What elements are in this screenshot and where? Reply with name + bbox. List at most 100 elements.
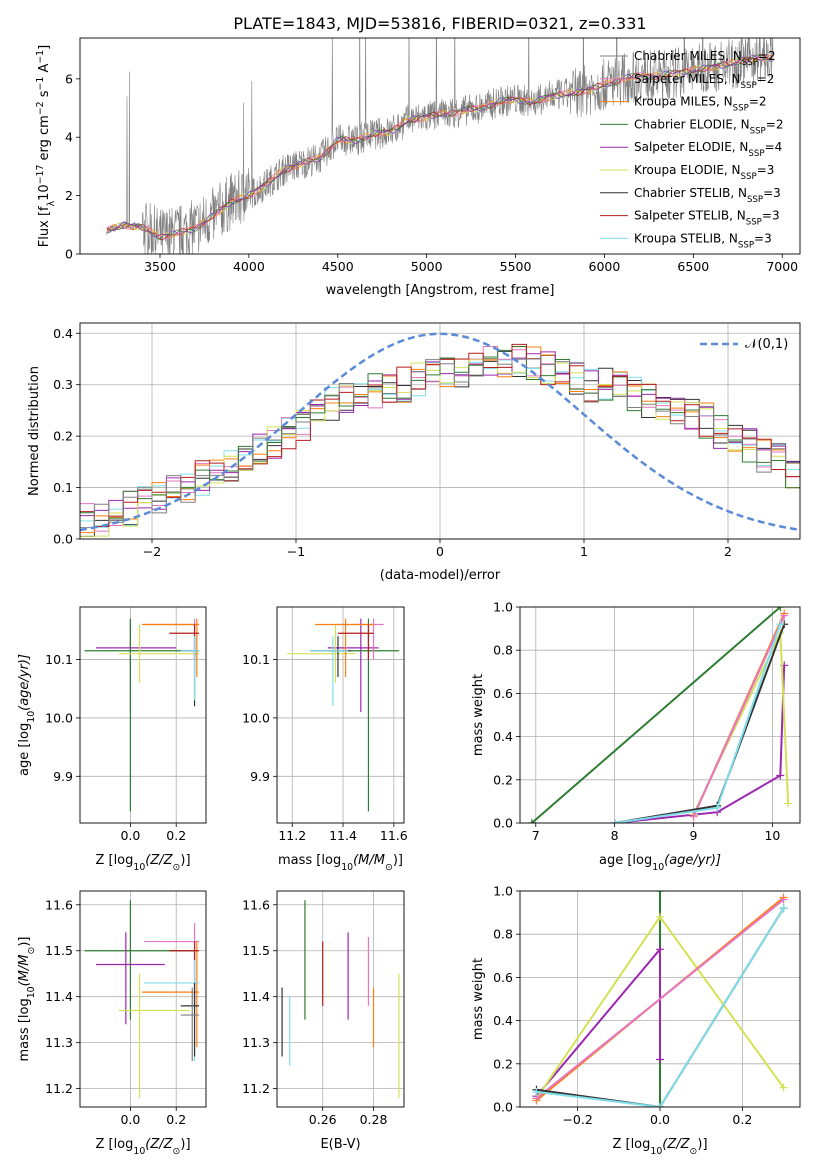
x-tick-label: −2 — [143, 544, 161, 559]
y-axis-label-part: s — [37, 90, 52, 101]
axes-frame — [79, 890, 207, 1108]
x-tick-label: −0.2 — [562, 1112, 592, 1127]
weight-line-kroupa-stelib — [536, 907, 785, 1107]
x-axis-label: E(B-V) — [320, 1137, 360, 1152]
y-axis-label-part: A — [37, 64, 52, 77]
legend-entry-part: Salpeter STELIB, N — [634, 209, 746, 223]
axes-mass-vs-ebv: 0.26 0.28 11.2 11.3 11.4 11.5 11.6 E(B-V) — [242, 890, 405, 1152]
x-tick-label: 5500 — [500, 259, 532, 274]
y-tick-label: 11.3 — [242, 1035, 270, 1050]
legend-entry: Kroupa ELODIE, NSSP=3 — [634, 163, 774, 182]
y-axis-label-part: Flux [f — [37, 206, 52, 247]
y-axis-label-part: mass [log — [17, 998, 32, 1061]
x-tick-label: 11.2 — [278, 828, 306, 843]
plot-area — [84, 900, 200, 1098]
gaussian-curve — [80, 332, 800, 532]
x-tick-label: 6500 — [677, 259, 709, 274]
x-axis-label-part: ⊙ — [173, 862, 181, 873]
histogram-chabrier-miles — [80, 358, 800, 529]
legend-entry-part: Salpeter MILES, N — [634, 72, 741, 86]
x-tick-label: 11.6 — [380, 828, 408, 843]
x-axis-label: Z [log10(Z/Z⊙)] — [612, 1137, 707, 1157]
legend-entry: Chabrier STELIB, NSSP=3 — [634, 186, 781, 205]
y-tick-label: 11.3 — [45, 1035, 73, 1050]
y-tick-label: 0.6 — [493, 686, 513, 701]
x-axis-label-part: (M/M — [353, 853, 385, 868]
y-axis-label-part: −1 — [35, 50, 46, 64]
weight-marker — [527, 819, 536, 823]
x-tick-label: 7 — [532, 828, 540, 843]
x-axis-label-part: 10 — [133, 862, 145, 873]
x-axis-label: Z [log10(Z/Z⊙)] — [95, 853, 190, 873]
y-tick-label: 0.4 — [493, 729, 513, 744]
x-tick-label: 0.2 — [166, 1112, 186, 1127]
y-tick-label: 4 — [65, 130, 73, 145]
y-axis-label: mass weight — [471, 674, 486, 756]
legend-entry-part: =2 — [766, 117, 784, 131]
x-tick-label: 3500 — [144, 259, 176, 274]
legend-entry: Chabrier MILES, NSSP=2 — [634, 49, 776, 68]
axes-frame — [276, 890, 405, 1108]
x-axis-label-part: (Z/Z — [145, 1137, 173, 1152]
legend-entry-part: Chabrier ELODIE, N — [634, 117, 750, 131]
x-tick-label: 2 — [724, 544, 732, 559]
y-axis-label: Flux [fλ10−17 erg cm−2 s−1 A−1] — [35, 45, 57, 247]
legend-entry-part: =3 — [762, 209, 780, 223]
weight-marker — [776, 620, 785, 629]
x-axis-label-part: )] — [180, 853, 190, 868]
y-axis-label: mass [log10(M/M⊙)] — [17, 937, 37, 1062]
weight-line-chabrier-elodie — [531, 607, 781, 823]
legend-entry-part: =2 — [757, 72, 775, 86]
legend-entry-part: =3 — [763, 186, 781, 200]
y-tick-label: 10.1 — [242, 652, 270, 667]
x-axis-label: mass [log10(M/M⊙)] — [278, 853, 403, 873]
legend-entry: Kroupa STELIB, NSSP=3 — [634, 231, 772, 250]
y-tick-label: 0.4 — [53, 326, 73, 341]
y-tick-label: 11.5 — [45, 943, 73, 958]
y-tick-label: 10.0 — [45, 710, 73, 725]
y-tick-label: 0.1 — [53, 480, 73, 495]
y-tick-label: 1.0 — [493, 884, 513, 899]
y-tick-label: 11.2 — [242, 1081, 270, 1096]
legend-entry-part: Kroupa MILES, N — [634, 95, 733, 109]
legend-entry: Kroupa MILES, NSSP=2 — [634, 95, 767, 114]
legend-entry-part: SSP — [741, 172, 757, 182]
axes-frame — [519, 890, 801, 1108]
x-tick-label: 10 — [764, 828, 780, 843]
y-axis-label-part: erg cm — [37, 115, 52, 164]
x-axis-label-part: 10 — [341, 862, 353, 873]
plot-area — [84, 618, 200, 812]
y-axis-label-part: (M/M — [17, 955, 32, 987]
x-axis-label-part: 10 — [133, 1146, 145, 1157]
x-tick-label: 5000 — [411, 259, 443, 274]
y-tick-label: 11.4 — [242, 989, 270, 1004]
weight-marker — [776, 771, 785, 780]
y-tick-label: 0.0 — [493, 1100, 513, 1115]
legend-entry: Salpeter ELODIE, NSSP=4 — [634, 140, 782, 159]
y-tick-label: 9.9 — [250, 769, 270, 784]
model-line-salpeter-miles — [106, 54, 773, 240]
weight-marker — [689, 812, 698, 821]
legend-entry-part: SSP — [733, 104, 749, 114]
legend-entry-part: =3 — [754, 231, 772, 245]
axes-frame — [79, 606, 207, 824]
plot-area — [527, 607, 793, 823]
legend-entry-part: SSP — [741, 81, 757, 91]
x-axis-label-part: )] — [180, 1137, 190, 1152]
y-tick-label: 0.0 — [493, 816, 513, 831]
weight-marker — [656, 945, 664, 954]
weight-marker — [610, 819, 619, 823]
y-tick-label: 0.2 — [53, 429, 73, 444]
weight-marker — [656, 912, 664, 921]
weight-marker — [656, 1055, 664, 1064]
model-line-salpeter-elodie — [106, 54, 773, 238]
weight-marker — [656, 1103, 664, 1107]
weight-marker — [779, 1083, 788, 1092]
y-axis-label-part: −2 — [35, 101, 46, 115]
x-axis-label-part: (age/yr)] — [664, 853, 721, 868]
legend-entry-part: Kroupa ELODIE, N — [634, 163, 741, 177]
legend-entry-part: SSP — [738, 240, 754, 250]
y-axis-label-part: age [log — [17, 723, 32, 776]
